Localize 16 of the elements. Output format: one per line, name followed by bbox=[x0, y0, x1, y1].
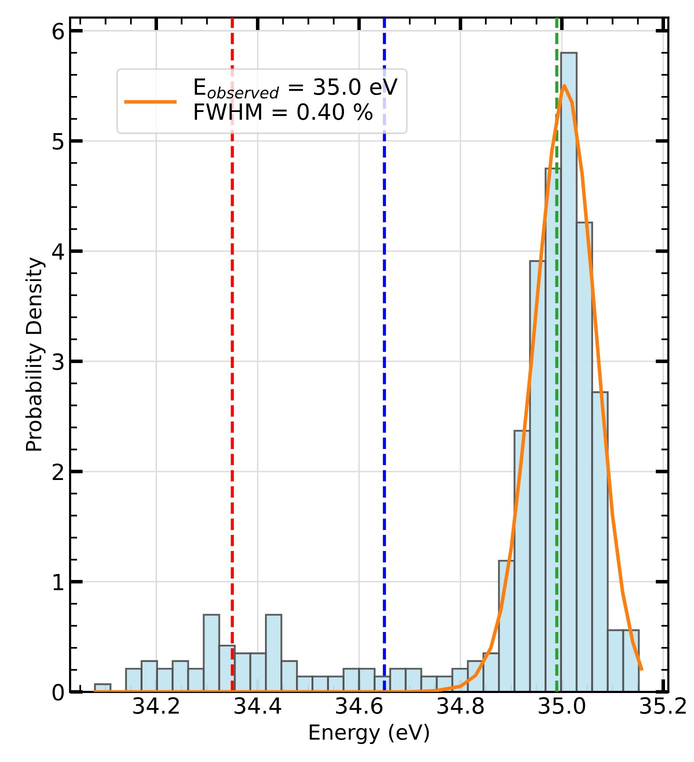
y-tick-label: 1 bbox=[54, 574, 64, 590]
legend-label: E$_{observed}$ = 35.0 eV FWHM = 0.40 % bbox=[194, 78, 398, 120]
x-tick-label: 35.0 bbox=[538, 697, 586, 714]
y-tick-label: 5 bbox=[52, 133, 64, 150]
x-tick-label: 34.4 bbox=[234, 697, 282, 714]
y-tick-label: 3 bbox=[52, 353, 64, 370]
y-tick-label: 6 bbox=[52, 22, 64, 40]
x-tick-label: 34.6 bbox=[336, 697, 382, 714]
y-tick-label: 4 bbox=[52, 243, 64, 260]
x-tick-label: 34.8 bbox=[437, 697, 484, 714]
x-tick-label: 34.2 bbox=[133, 697, 179, 714]
x-axis-title: Energy (eV) bbox=[310, 724, 429, 744]
y-tick-label: 2 bbox=[52, 463, 64, 480]
y-tick-label: 0 bbox=[52, 684, 64, 701]
x-tick-label: 35.2 bbox=[640, 697, 686, 714]
y-axis-title: Probability Density bbox=[25, 257, 46, 451]
